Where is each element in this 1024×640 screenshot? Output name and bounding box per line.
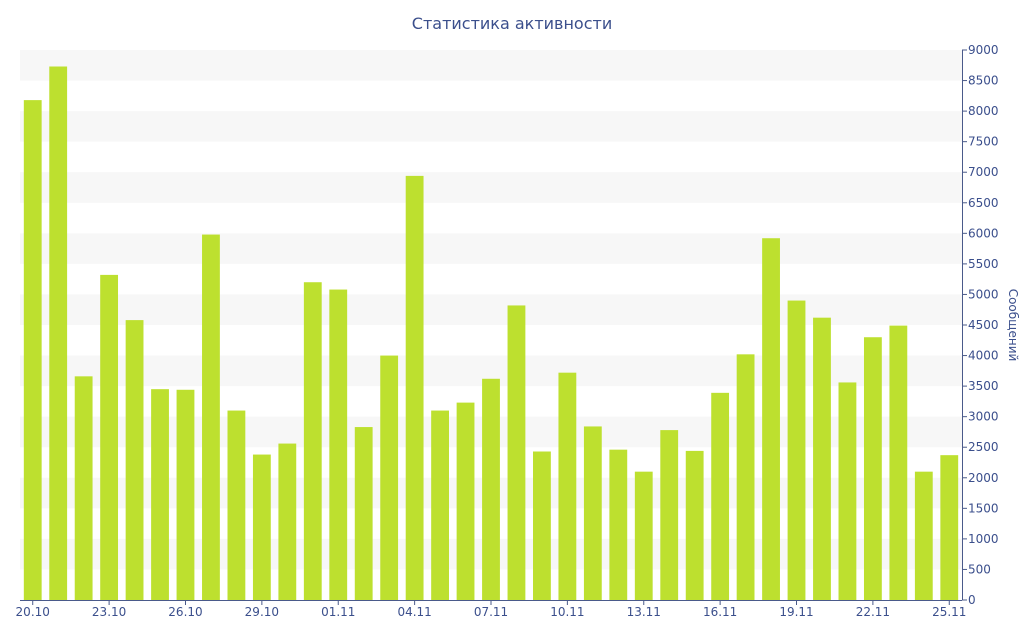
bar-22.11	[863, 337, 882, 600]
bar-02.11	[354, 427, 373, 600]
x-tick-label: 25.11	[932, 605, 966, 619]
bar-10.11	[558, 372, 577, 600]
x-tick-label: 13.11	[627, 605, 661, 619]
bar-28.10	[227, 410, 246, 600]
x-tick-label: 19.11	[779, 605, 813, 619]
grid-band	[20, 111, 962, 142]
bar-12.11	[609, 449, 628, 600]
x-tick-label: 29.10	[245, 605, 279, 619]
bar-26.10	[176, 389, 195, 600]
bar-22.10	[74, 376, 93, 600]
chart-title: Статистика активности	[411, 14, 613, 33]
bar-06.11	[456, 402, 475, 600]
bar-20.11	[813, 317, 831, 600]
bar-18.11	[762, 238, 780, 600]
bar-21.10	[49, 66, 68, 600]
y-tick-label: 9000	[968, 43, 999, 57]
y-tick-label: 5000	[968, 287, 999, 301]
grid-band	[20, 233, 962, 264]
y-tick-label: 4500	[968, 318, 999, 332]
y-tick-label: 1000	[968, 532, 999, 546]
bar-09.11	[533, 451, 551, 600]
bar-16.11	[711, 392, 730, 600]
bar-05.11	[431, 410, 449, 600]
x-tick-label: 22.11	[856, 605, 890, 619]
bar-27.10	[202, 234, 220, 601]
bar-25.11	[940, 455, 959, 600]
bar-20.10	[23, 100, 42, 600]
bar-04.11	[405, 175, 424, 600]
y-tick-label: 8500	[968, 74, 999, 88]
y-tick-label: 0	[968, 593, 976, 607]
y-tick-label: 3000	[968, 410, 999, 424]
y-tick-label: 6500	[968, 196, 999, 210]
bar-11.11	[583, 426, 602, 600]
grid-band	[20, 172, 962, 203]
y-tick-label: 7000	[968, 165, 999, 179]
y-axis-title: Сообщений	[1006, 289, 1020, 362]
y-tick-label: 2500	[968, 440, 999, 454]
x-tick-label: 20.10	[16, 605, 50, 619]
bar-19.11	[787, 300, 806, 600]
bar-14.11	[660, 430, 679, 600]
bar-24.10	[125, 320, 144, 600]
bar-17.11	[736, 354, 755, 600]
bar-01.11	[329, 289, 348, 600]
bar-25.10	[151, 389, 169, 600]
x-tick-label: 23.10	[92, 605, 126, 619]
bar-23.10	[100, 274, 119, 600]
bar-24.11	[914, 471, 933, 600]
bar-07.11	[482, 378, 500, 600]
bar-30.10	[278, 443, 297, 600]
y-tick-label: 3500	[968, 379, 999, 393]
bar-21.11	[838, 382, 857, 600]
x-tick-label: 07.11	[474, 605, 508, 619]
bar-15.11	[685, 450, 704, 600]
bar-29.10	[252, 454, 271, 600]
y-tick-label: 8000	[968, 104, 999, 118]
bar-03.11	[380, 355, 399, 600]
y-tick-label: 1500	[968, 501, 999, 515]
y-tick-label: 2000	[968, 471, 999, 485]
y-tick-label: 4000	[968, 349, 999, 363]
bar-23.11	[889, 325, 908, 600]
bar-31.10	[303, 282, 322, 600]
y-tick-label: 7500	[968, 135, 999, 149]
x-tick-label: 01.11	[321, 605, 355, 619]
x-tick-label: 26.10	[168, 605, 202, 619]
y-tick-label: 500	[968, 562, 991, 576]
x-tick-label: 10.11	[550, 605, 584, 619]
bar-13.11	[634, 471, 653, 600]
x-tick-label: 16.11	[703, 605, 737, 619]
x-tick-label: 04.11	[397, 605, 431, 619]
y-tick-label: 6000	[968, 226, 999, 240]
grid-band	[20, 50, 962, 81]
y-tick-label: 5500	[968, 257, 999, 271]
bar-08.11	[507, 305, 526, 600]
